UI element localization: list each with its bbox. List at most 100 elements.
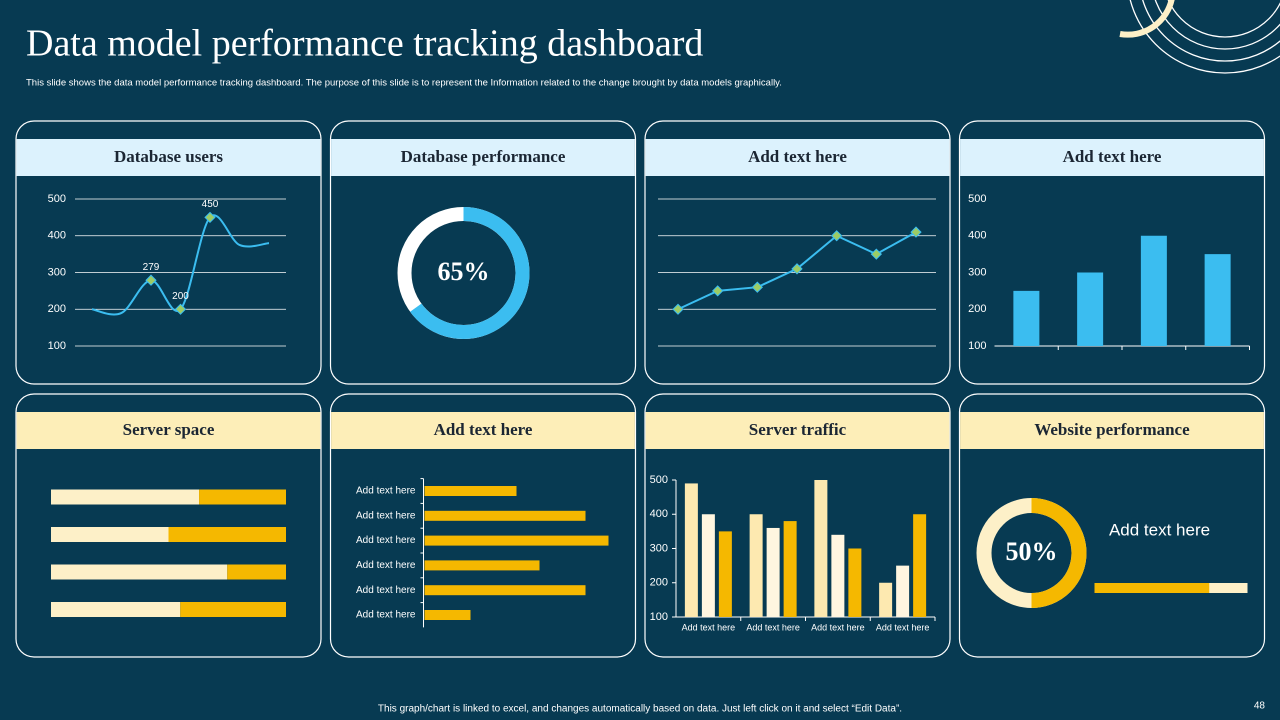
- panel-header: [960, 412, 1264, 449]
- category-label: Add text here: [356, 560, 416, 571]
- marker: [712, 285, 724, 297]
- category-label: Add text here: [356, 486, 416, 497]
- y-tick-label: 100: [48, 340, 66, 352]
- panel-header: [331, 139, 635, 176]
- bar-segment: [51, 602, 181, 617]
- bar: [424, 585, 586, 596]
- data-label: 450: [202, 199, 219, 210]
- y-tick-label: 100: [968, 340, 986, 352]
- x-tick-label: Add text here: [746, 622, 800, 632]
- donut-label: 65%: [438, 257, 490, 286]
- panel: [644, 120, 951, 385]
- y-tick-label: 400: [650, 508, 668, 520]
- bar-segment: [51, 527, 169, 542]
- progress-bar: [1094, 583, 1210, 593]
- y-tick-label: 200: [968, 303, 986, 315]
- panel-header: [16, 412, 321, 449]
- x-tick-label: Add text here: [682, 622, 736, 632]
- marker: [672, 303, 684, 315]
- panel-title: Database users: [114, 147, 223, 166]
- y-tick-label: 300: [48, 266, 66, 278]
- bar: [424, 535, 609, 546]
- panel-title: Website performance: [1034, 420, 1190, 439]
- bar: [831, 534, 845, 617]
- bar: [913, 514, 927, 617]
- category-label: Add text here: [356, 535, 416, 546]
- bar: [701, 514, 715, 617]
- subtitle: This slide shows the data model performa…: [26, 78, 782, 89]
- bar: [814, 480, 828, 617]
- bar: [424, 486, 517, 496]
- bar: [684, 483, 698, 617]
- decoration: [1119, 0, 1280, 74]
- panel-header: [960, 139, 1264, 176]
- title: Data model performance tracking dashboar…: [26, 23, 703, 65]
- y-tick-label: 400: [48, 230, 66, 242]
- bar-segment: [168, 527, 286, 542]
- note: Add text here: [1109, 520, 1210, 539]
- donut-arc: [410, 207, 530, 339]
- bar: [766, 527, 780, 617]
- panel-title: Add text here: [434, 420, 533, 439]
- marker: [870, 248, 882, 260]
- page-number: 48: [1254, 701, 1266, 712]
- y-tick-label: 500: [650, 474, 668, 486]
- marker: [145, 274, 157, 286]
- marker: [751, 281, 763, 293]
- donut-label: 50%: [1006, 537, 1058, 566]
- y-tick-label: 300: [968, 266, 986, 278]
- bar-segment: [180, 602, 286, 617]
- donut-arc: [1031, 498, 1087, 608]
- bar-segment: [51, 564, 228, 580]
- bar: [749, 514, 763, 617]
- marker: [831, 230, 843, 242]
- panel-title: Add text here: [748, 147, 847, 166]
- x-tick-label: Add text here: [876, 622, 930, 632]
- bar: [718, 531, 732, 617]
- panel-header: [16, 139, 321, 176]
- category-label: Add text here: [356, 510, 416, 521]
- bar: [1077, 272, 1104, 346]
- panel-title: Add text here: [1063, 147, 1162, 166]
- y-tick-label: 200: [48, 303, 66, 315]
- marker: [174, 303, 187, 315]
- bar-segment: [51, 489, 200, 505]
- panel-title: Server traffic: [749, 420, 847, 439]
- y-tick-label: 300: [650, 542, 668, 554]
- marker: [910, 226, 922, 238]
- x-tick-label: Add text here: [811, 622, 865, 632]
- data-label: 200: [172, 291, 189, 302]
- panel: [15, 393, 322, 658]
- bar: [783, 521, 797, 617]
- bar: [424, 610, 471, 620]
- bar: [1140, 235, 1167, 346]
- bar: [879, 582, 893, 617]
- y-tick-label: 400: [968, 230, 986, 242]
- panel: [15, 120, 322, 385]
- bar: [424, 510, 586, 521]
- bar: [848, 548, 862, 617]
- bar: [1204, 254, 1231, 346]
- panel-header: [331, 412, 635, 449]
- y-tick-label: 100: [650, 611, 668, 623]
- bar: [424, 560, 540, 571]
- panel-header: [645, 412, 950, 449]
- y-tick-label: 500: [968, 193, 986, 205]
- marker: [791, 263, 803, 275]
- category-label: Add text here: [356, 585, 416, 596]
- bar: [1013, 290, 1040, 346]
- footer: This graph/chart is linked to excel, and…: [378, 704, 902, 715]
- bar: [896, 565, 910, 617]
- panel: [329, 120, 637, 385]
- category-label: Add text here: [356, 610, 416, 621]
- data-label: 279: [143, 262, 160, 273]
- panel-header: [645, 139, 950, 176]
- panel-title: Database performance: [401, 147, 566, 166]
- y-tick-label: 200: [650, 577, 668, 589]
- y-tick-label: 500: [48, 193, 66, 205]
- bar-segment: [227, 564, 286, 580]
- panel-title: Server space: [123, 420, 215, 439]
- marker: [204, 211, 216, 224]
- bar-segment: [199, 489, 286, 505]
